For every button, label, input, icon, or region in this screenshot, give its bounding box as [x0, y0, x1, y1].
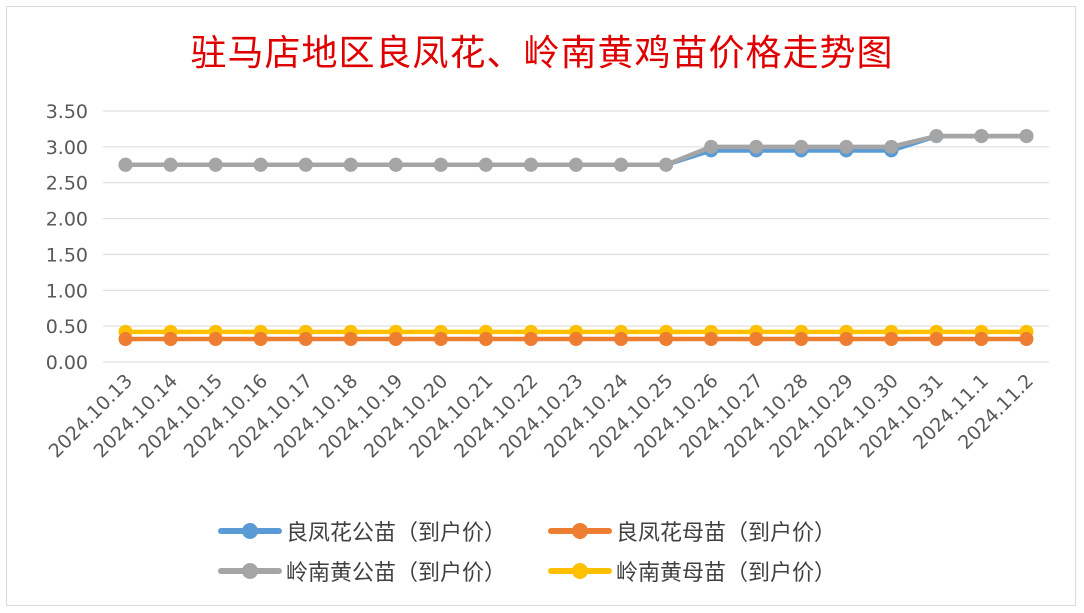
data-point-series-2: [974, 332, 989, 347]
data-point-series-3: [884, 139, 899, 154]
data-point-series-2: [749, 332, 764, 347]
data-point-series-2: [298, 332, 313, 347]
data-point-series-3: [749, 139, 764, 154]
data-point-series-3: [929, 129, 944, 144]
data-point-series-3: [433, 157, 448, 172]
legend-swatch-series-2: [548, 519, 612, 543]
data-point-series-2: [1019, 332, 1034, 347]
data-point-series-3: [614, 157, 629, 172]
data-point-series-2: [253, 332, 268, 347]
data-point-series-2: [929, 332, 944, 347]
legend-item-series-4: 岭南黄母苗（到户价）: [548, 551, 836, 591]
data-point-series-2: [839, 332, 854, 347]
data-point-series-2: [659, 332, 674, 347]
legend-label-series-1: 良凤花公苗（到户价）: [286, 521, 507, 546]
legend-item-series-2: 良凤花母苗（到户价）: [548, 511, 836, 551]
data-point-series-3: [839, 139, 854, 154]
data-point-series-3: [253, 157, 268, 172]
data-point-series-2: [569, 332, 583, 347]
legend-item-series-1: 良凤花公苗（到户价）: [218, 511, 506, 551]
legend-label-series-2: 良凤花母苗（到户价）: [616, 521, 837, 546]
legend-marker: [572, 563, 588, 579]
data-point-series-3: [523, 157, 538, 172]
data-point-series-2: [433, 332, 448, 347]
y-tick-label: 3.00: [46, 137, 88, 159]
data-point-series-2: [794, 332, 809, 347]
legend-swatch-series-1: [218, 519, 282, 543]
data-point-series-2: [118, 332, 133, 347]
legend-marker: [242, 563, 258, 579]
data-point-series-3: [659, 157, 674, 172]
chart-frame: [6, 6, 1076, 606]
data-point-series-3: [794, 139, 809, 154]
data-point-series-3: [478, 157, 493, 172]
legend-marker: [572, 523, 588, 539]
data-point-series-2: [704, 332, 719, 347]
data-point-series-3: [388, 157, 403, 172]
chart-title: 驻马店地区良凤花、岭南黄鸡苗价格走势图: [190, 33, 894, 74]
data-point-series-3: [208, 157, 223, 172]
y-tick-label: 2.50: [46, 173, 88, 195]
legend-item-series-3: 岭南黄公苗（到户价）: [218, 551, 506, 591]
data-point-series-3: [974, 129, 989, 144]
y-tick-label: 0.00: [46, 352, 88, 374]
legend-marker: [242, 523, 258, 539]
legend-label-series-3: 岭南黄公苗（到户价）: [286, 561, 507, 586]
data-point-series-3: [1019, 129, 1034, 144]
y-tick-label: 1.00: [46, 280, 88, 302]
data-point-series-3: [569, 157, 583, 172]
data-point-series-3: [704, 139, 719, 154]
y-tick-label: 3.50: [46, 101, 88, 123]
legend-swatch-series-3: [218, 559, 282, 583]
data-point-series-2: [343, 332, 358, 347]
legend-swatch-series-4: [548, 559, 612, 583]
data-point-series-2: [614, 332, 629, 347]
data-point-series-2: [388, 332, 403, 347]
data-point-series-3: [118, 157, 133, 172]
data-point-series-3: [163, 157, 178, 172]
data-point-series-2: [163, 332, 178, 347]
data-point-series-2: [523, 332, 538, 347]
legend-label-series-4: 岭南黄母苗（到户价）: [616, 561, 837, 586]
y-tick-label: 2.00: [46, 209, 88, 231]
y-tick-label: 1.50: [46, 244, 88, 266]
chart-plot-area: 0.000.501.001.502.002.503.003.502024.10.…: [45, 101, 1049, 462]
data-point-series-2: [884, 332, 899, 347]
data-point-series-3: [343, 157, 358, 172]
y-tick-label: 0.50: [46, 316, 88, 338]
data-point-series-2: [478, 332, 493, 347]
data-point-series-2: [208, 332, 223, 347]
data-point-series-3: [298, 157, 313, 172]
